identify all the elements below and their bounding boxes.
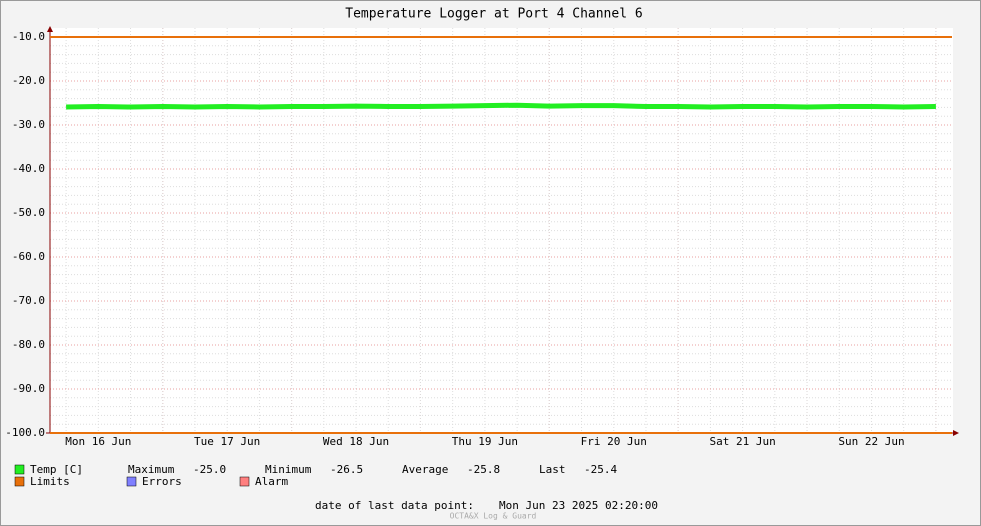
chart-title: Temperature Logger at Port 4 Channel 6 xyxy=(345,7,642,22)
legend-label: Limits xyxy=(30,475,70,488)
x-axis-arrow xyxy=(953,430,959,436)
x-tick-label: Sun 22 Jun xyxy=(838,435,904,448)
y-tick-label: -90.0 xyxy=(12,382,45,395)
legend-label: Temp [C] xyxy=(30,463,83,476)
stat-value: -26.5 xyxy=(330,463,363,476)
x-tick-label: Tue 17 Jun xyxy=(194,435,260,448)
y-tick-label: -70.0 xyxy=(12,294,45,307)
y-tick-label: -60.0 xyxy=(12,250,45,263)
legend-swatch xyxy=(14,476,25,487)
legend-label: Alarm xyxy=(255,475,288,488)
stat-label: Last xyxy=(539,463,566,476)
x-tick-label: Fri 20 Jun xyxy=(581,435,647,448)
y-tick-label: -50.0 xyxy=(12,206,45,219)
stat-label: Average xyxy=(402,463,448,476)
watermark: OCTA&X Log & Guard xyxy=(450,512,537,521)
x-tick-label: Mon 16 Jun xyxy=(65,435,131,448)
y-tick-label: -100.0 xyxy=(5,426,45,439)
y-tick-label: -10.0 xyxy=(12,30,45,43)
legend-swatch xyxy=(239,476,250,487)
footer-label: date of last data point: xyxy=(315,499,474,512)
stat-value: -25.4 xyxy=(584,463,617,476)
legend-label: Errors xyxy=(142,475,182,488)
stat-value: -25.0 xyxy=(193,463,226,476)
x-tick-label: Wed 18 Jun xyxy=(323,435,389,448)
footer-value: Mon Jun 23 2025 02:20:00 xyxy=(499,499,658,512)
y-tick-label: -30.0 xyxy=(12,118,45,131)
y-tick-label: -80.0 xyxy=(12,338,45,351)
x-tick-label: Sat 21 Jun xyxy=(709,435,775,448)
x-tick-label: Thu 19 Jun xyxy=(452,435,518,448)
legend-swatch xyxy=(14,464,25,475)
stat-label: Minimum xyxy=(265,463,312,476)
y-tick-label: -40.0 xyxy=(12,162,45,175)
y-axis-arrow xyxy=(47,26,53,32)
stat-label: Maximum xyxy=(128,463,175,476)
y-tick-label: -20.0 xyxy=(12,74,45,87)
legend-swatch xyxy=(126,476,137,487)
temp-line xyxy=(66,102,936,110)
stat-value: -25.8 xyxy=(467,463,500,476)
